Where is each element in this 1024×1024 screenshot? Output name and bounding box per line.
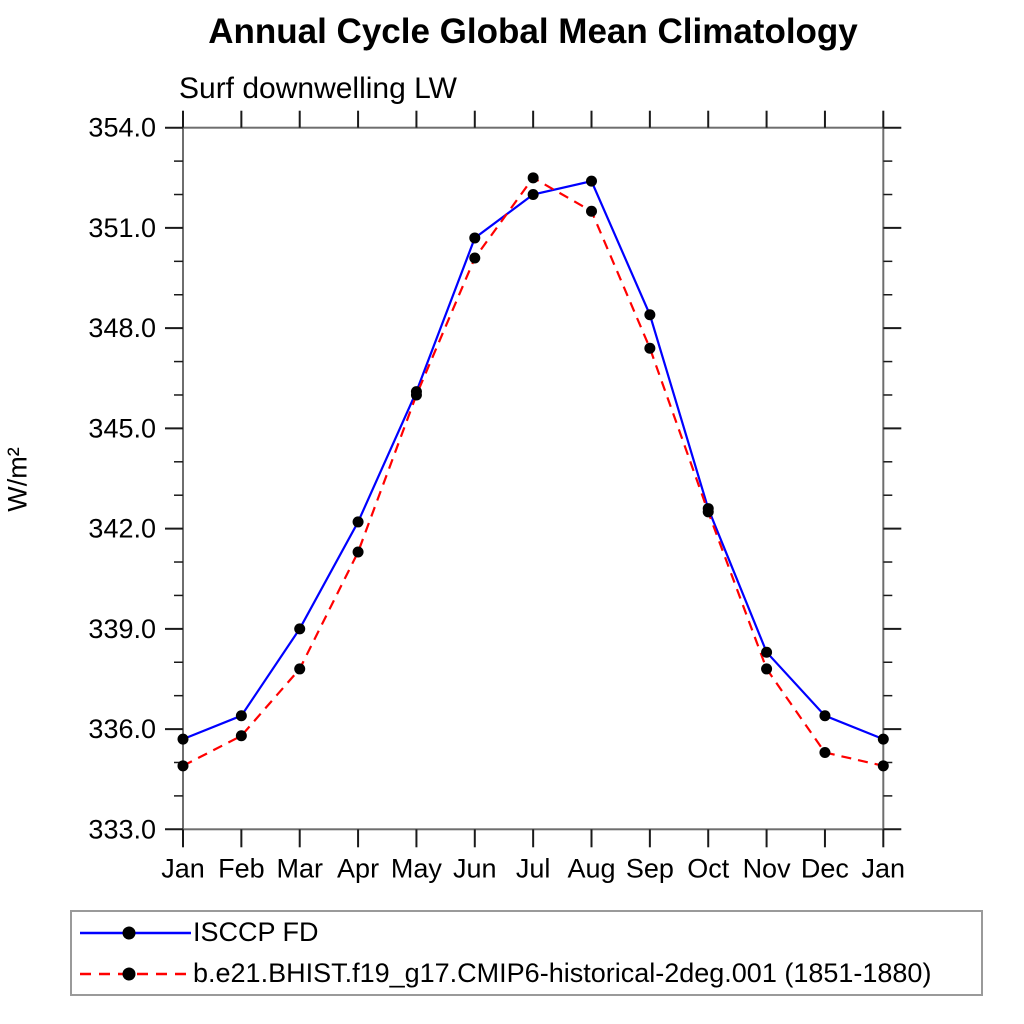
x-tick-label: Nov [743,853,792,883]
x-tick-label: Dec [801,853,849,883]
data-point-marker [527,189,539,201]
legend-item-obs: ISCCP FD [72,912,981,953]
data-point-marker [177,733,189,745]
y-tick-label: 333.0 [88,814,156,844]
data-point-marker [469,232,481,244]
legend-item-model: b.e21.BHIST.f19_g17.CMIP6-historical-2de… [72,953,981,994]
x-tick-label: Jan [161,853,205,883]
legend-label-model: b.e21.BHIST.f19_g17.CMIP6-historical-2de… [193,958,932,988]
y-tick-label: 339.0 [88,614,156,644]
data-point-marker [877,733,889,745]
y-tick-label: 336.0 [88,714,156,744]
data-point-marker [702,506,714,518]
data-point-marker [761,646,773,658]
data-point-marker [352,516,364,528]
y-tick-label: 345.0 [88,413,156,443]
data-point-marker [761,663,773,675]
data-point-marker [294,663,306,675]
data-point-marker [469,252,481,264]
x-tick-label: Sep [626,853,674,883]
x-tick-label: Apr [337,853,379,883]
data-point-marker [819,710,831,722]
x-tick-label: Oct [687,853,730,883]
y-tick-label: 351.0 [88,213,156,243]
legend-label-obs: ISCCP FD [193,917,319,947]
legend-swatch-solid-line-icon [80,926,191,939]
chart-title: Annual Cycle Global Mean Climatology [208,12,858,51]
x-tick-label: Jun [453,853,497,883]
data-point-marker [586,205,598,217]
series-line-1 [182,176,884,767]
plot-frame [182,126,885,831]
y-tick-label: 342.0 [88,514,156,544]
data-point-marker [644,342,656,354]
x-tick-label: Jan [862,853,906,883]
x-tick-label: May [391,853,443,883]
data-point-marker [527,172,539,184]
data-point-marker [235,730,247,742]
x-tick-label: Aug [567,853,615,883]
data-point-marker [819,746,831,758]
legend-swatch-dashed-line-icon [80,967,191,980]
x-tick-label: Feb [218,853,265,883]
data-point-marker [410,389,422,401]
data-point-marker [294,623,306,635]
chart-subtitle: Surf downwelling LW [179,72,457,105]
legend: ISCCP FD b.e21.BHIST.f19_g17.CMIP6-histo… [70,910,983,996]
data-point-marker [177,760,189,772]
data-point-marker [877,760,889,772]
x-tick-label: Mar [276,853,323,883]
x-tick-label: Jul [516,853,551,883]
data-point-marker [586,175,598,187]
y-tick-label: 348.0 [88,313,156,343]
data-point-marker [235,710,247,722]
series-line-0 [182,179,884,741]
data-point-marker [352,546,364,558]
y-tick-label: 354.0 [88,113,156,143]
data-point-marker [644,309,656,321]
